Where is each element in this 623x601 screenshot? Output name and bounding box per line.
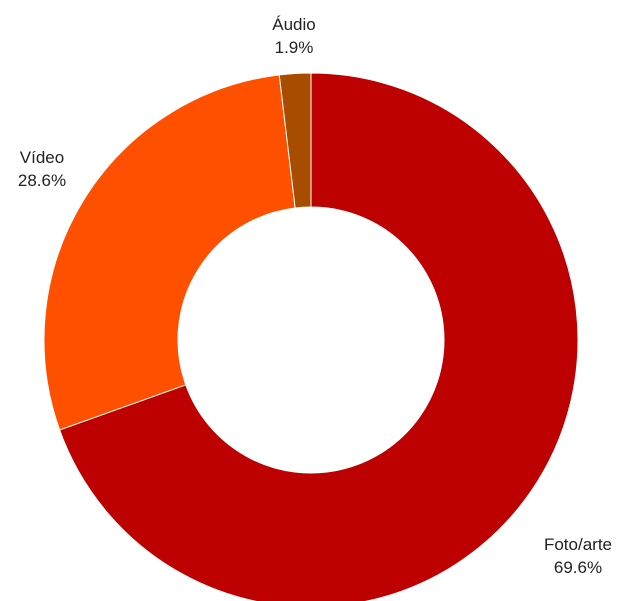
slice-label-name: Vídeo (20, 148, 64, 167)
donut-slices (43, 72, 579, 601)
slice-label-value: 28.6% (18, 171, 66, 190)
slice-v-deo[interactable] (43, 74, 296, 431)
slice-labels: Foto/arte 69.6% Vídeo 28.6% Áudio 1.9% (18, 15, 612, 577)
slice-label-value: 69.6% (554, 558, 602, 577)
slice--udio[interactable] (278, 72, 312, 209)
slice-label-name: Foto/arte (544, 535, 612, 554)
slice-foto-arte[interactable] (58, 72, 579, 601)
slice-label-name: Áudio (272, 15, 315, 34)
slice-label-value: 1.9% (275, 38, 314, 57)
